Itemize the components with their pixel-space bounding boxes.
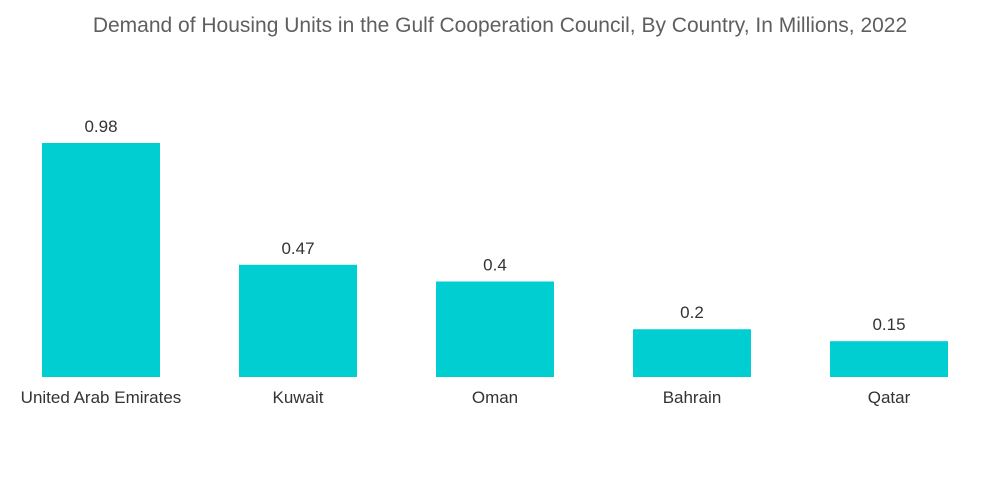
category-label: Bahrain <box>663 388 722 407</box>
category-label: United Arab Emirates <box>21 388 182 407</box>
value-label: 0.15 <box>872 315 905 334</box>
bars-group <box>42 143 948 377</box>
bar-qatar <box>830 341 948 377</box>
value-label: 0.47 <box>281 239 314 258</box>
bar-oman <box>436 281 554 377</box>
category-label: Qatar <box>868 388 911 407</box>
bar-united-arab-emirates <box>42 143 160 377</box>
bar-bahrain <box>633 329 751 377</box>
value-label: 0.98 <box>84 117 117 136</box>
value-labels-group: 0.98 0.47 0.4 0.2 0.15 <box>84 117 905 334</box>
category-label: Kuwait <box>272 388 323 407</box>
category-labels-group: United Arab Emirates Kuwait Oman Bahrain Qat… <box>21 388 911 407</box>
category-label: Oman <box>472 388 518 407</box>
bar-kuwait <box>239 264 357 377</box>
value-label: 0.4 <box>483 255 507 274</box>
value-label: 0.2 <box>680 303 704 322</box>
chart-title: Demand of Housing Units in the Gulf Coop… <box>92 14 908 37</box>
